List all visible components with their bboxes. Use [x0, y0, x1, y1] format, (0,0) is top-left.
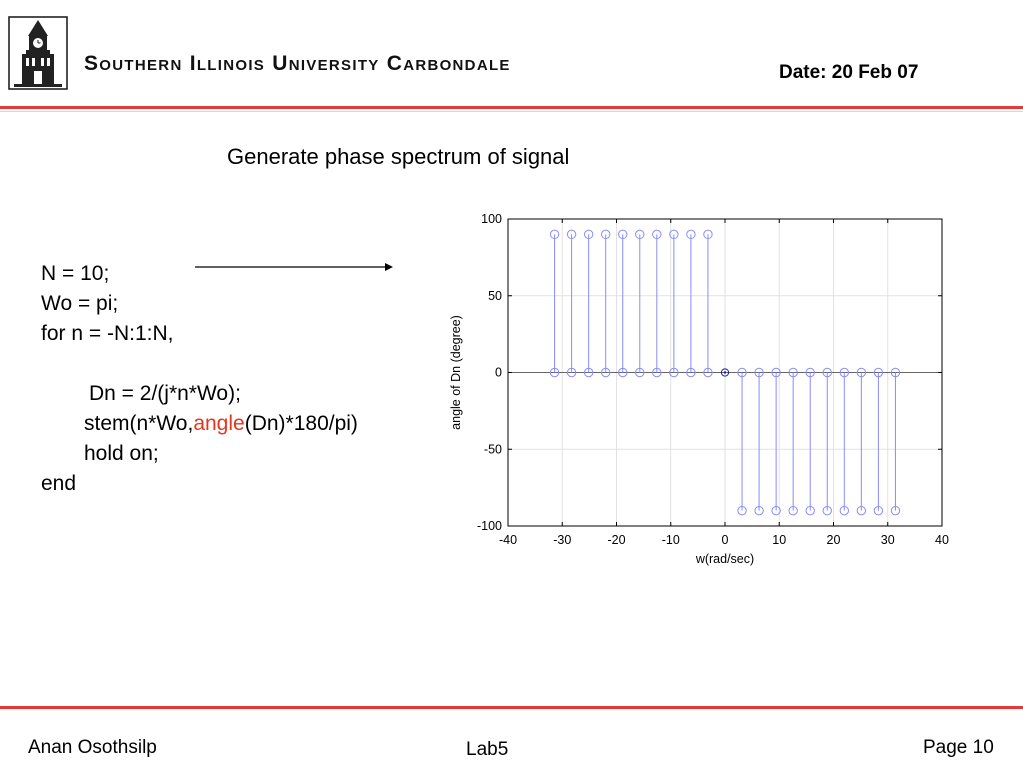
code-line [41, 349, 358, 379]
stem-marker [635, 229, 645, 240]
stem-marker [652, 229, 662, 240]
x-tick-label: -30 [553, 533, 571, 547]
code-text: stem(n*Wo, [84, 412, 194, 435]
stem-base-marker [856, 367, 867, 378]
y-tick-label: -50 [484, 442, 502, 456]
stem-base-marker [618, 367, 628, 378]
arrow-icon [195, 263, 393, 271]
y-tick-label: 100 [481, 212, 502, 226]
phase-spectrum-chart: -40 -30 -20 -10 0 10 20 30 40-100-50050100w(rad/… [449, 212, 949, 566]
stem-base-marker [737, 367, 747, 378]
stem-base-marker [822, 367, 832, 378]
stem-marker [686, 229, 696, 240]
stem-marker [788, 505, 798, 516]
stem-marker [771, 505, 781, 516]
header-divider-shadow [0, 111, 1023, 112]
stem-base-marker [788, 367, 798, 378]
stem-base-marker [635, 367, 645, 378]
stem-marker [805, 505, 815, 516]
stem-marker [737, 505, 747, 516]
stem-marker [873, 505, 884, 516]
slide-title: Generate phase spectrum of signal [227, 144, 570, 169]
stem-marker [583, 229, 594, 240]
x-tick-label: 40 [935, 533, 949, 547]
x-tick-label: -10 [662, 533, 680, 547]
x-tick-label: 0 [722, 533, 729, 547]
code-text: for n = -N:1:N, [41, 322, 174, 345]
stem-marker-origin [720, 368, 730, 377]
code-text: Dn = 2/(j*n*Wo); [89, 382, 241, 405]
footer-author: Anan Osothsilp [28, 737, 157, 758]
code-line: stem(n*Wo,angle(Dn)*180/pi) [41, 409, 358, 439]
stem-base-marker [754, 367, 764, 378]
stem-marker [566, 229, 577, 240]
x-tick-label: 30 [881, 533, 895, 547]
x-tick-label: -20 [607, 533, 625, 547]
code-text: end [41, 472, 77, 495]
code-text: Wo = pi; [41, 292, 119, 315]
code-text: N = 10; [41, 262, 110, 285]
y-axis-label: angle of Dn (degree) [449, 315, 463, 430]
stem-base-marker [583, 367, 594, 378]
code-text: hold on; [84, 442, 159, 465]
stem-base-marker [771, 367, 781, 378]
x-tick-label: 10 [772, 533, 786, 547]
stem-marker [754, 505, 764, 516]
x-axis-label: w(rad/sec) [695, 552, 754, 566]
stem-base-marker [703, 367, 713, 378]
stem-marker [618, 229, 628, 240]
stem-base-marker [549, 367, 560, 378]
footer-lab: Lab5 [466, 739, 509, 760]
y-tick-label: -100 [477, 519, 502, 533]
code-line: Dn = 2/(j*n*Wo); [41, 379, 358, 409]
stem-marker-origin-dot [723, 371, 727, 374]
stem-base-marker [839, 367, 850, 378]
stem-base-marker [600, 367, 611, 378]
university-name: Southern Illinois University Carbondale [84, 52, 511, 75]
stem-marker [600, 229, 611, 240]
stem-base-marker [805, 367, 815, 378]
code-block: N = 10; Wo = pi; for n = -N:1:N, Dn = 2/(j*… [41, 259, 358, 499]
code-keyword-highlight: angle [193, 412, 245, 435]
footer-page-number: Page 10 [923, 737, 994, 758]
stem-base-marker [566, 367, 577, 378]
stem-marker [822, 505, 832, 516]
y-tick-label: 0 [495, 366, 502, 380]
code-line: N = 10; [41, 259, 358, 289]
header-divider [0, 106, 1023, 109]
stem-marker [703, 229, 713, 240]
stem-marker [856, 505, 867, 516]
slide-date: Date: 20 Feb 07 [779, 62, 919, 83]
stem-base-marker [686, 367, 696, 378]
university-logo [8, 16, 68, 90]
code-line: for n = -N:1:N, [41, 319, 358, 349]
stem-base-marker [873, 367, 884, 378]
stem-base-marker [652, 367, 662, 378]
code-line: hold on; [41, 439, 358, 469]
stem-marker [890, 505, 901, 516]
footer-divider [0, 706, 1023, 709]
code-line: Wo = pi; [41, 289, 358, 319]
code-text-rest: (Dn)*180/pi) [244, 412, 358, 435]
stem-base-marker [890, 367, 901, 378]
stem-base-marker [669, 367, 679, 378]
stem-marker [669, 229, 679, 240]
stem-marker [549, 229, 560, 240]
x-tick-label: -40 [499, 533, 517, 547]
x-tick-label: 20 [827, 533, 841, 547]
stem-marker [839, 505, 850, 516]
code-line: end [41, 469, 358, 499]
y-tick-label: 50 [488, 289, 502, 303]
